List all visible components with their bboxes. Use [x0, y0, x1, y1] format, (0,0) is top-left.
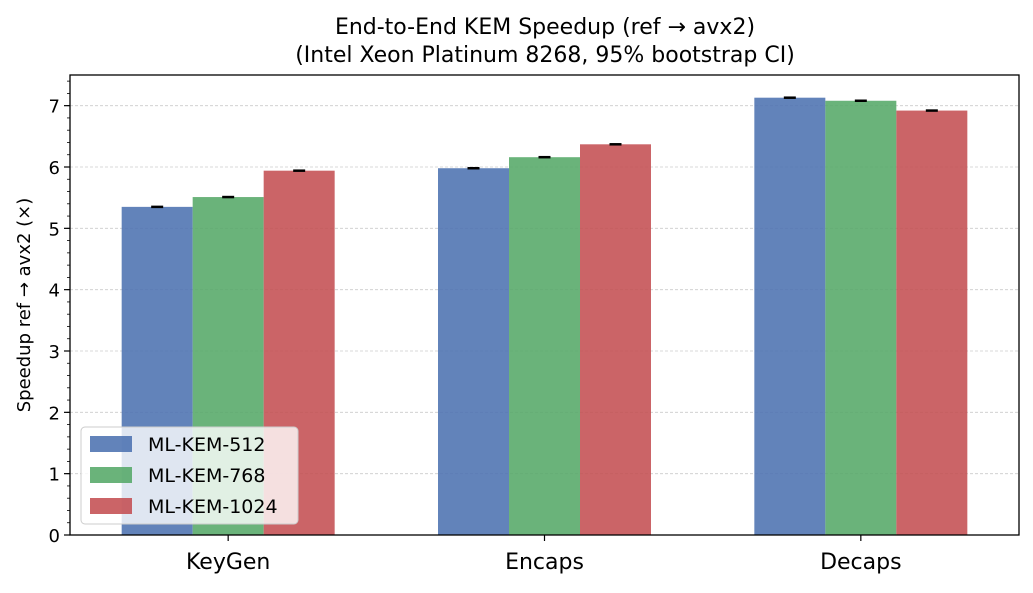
chart-title: End-to-End KEM Speedup (ref → avx2) — [335, 15, 755, 40]
y-tick-label: 3 — [49, 342, 60, 363]
y-tick-label: 5 — [49, 219, 60, 240]
plot-frame — [69, 74, 1020, 536]
bar-ml-kem-512-encaps — [438, 168, 509, 535]
legend-swatch — [90, 498, 132, 514]
bar-ml-kem-768-decaps — [825, 100, 897, 535]
bar-ml-kem-512-decaps — [754, 97, 826, 536]
y-tick-label: 1 — [49, 465, 60, 486]
y-axis-label: Speedup ref → avx2 (×) — [14, 198, 35, 413]
legend-swatch — [90, 467, 132, 483]
bar-ml-kem-768-encaps — [509, 157, 580, 536]
x-tick-label: Encaps — [505, 550, 584, 575]
y-tick-label: 7 — [49, 97, 60, 118]
legend-swatch — [90, 436, 132, 452]
y-tick-label: 0 — [49, 526, 60, 547]
y-tick-label: 4 — [49, 281, 60, 302]
chart-subtitle: (Intel Xeon Platinum 8268, 95% bootstrap… — [295, 43, 795, 68]
legend-label: ML-KEM-512 — [148, 434, 265, 456]
x-tick-label: KeyGen — [186, 550, 270, 575]
bar-ml-kem-1024-encaps — [580, 144, 651, 535]
x-tick-label: Decaps — [820, 550, 901, 575]
legend-box — [80, 426, 299, 525]
y-tick-label: 6 — [49, 158, 60, 179]
legend-label: ML-KEM-768 — [148, 465, 265, 487]
bar-ml-kem-1024-decaps — [896, 110, 968, 535]
legend: ML-KEM-512 ML-KEM-768 ML-KEM-1024 — [80, 426, 299, 525]
y-tick-label: 2 — [49, 403, 60, 424]
legend-label: ML-KEM-1024 — [148, 496, 278, 518]
